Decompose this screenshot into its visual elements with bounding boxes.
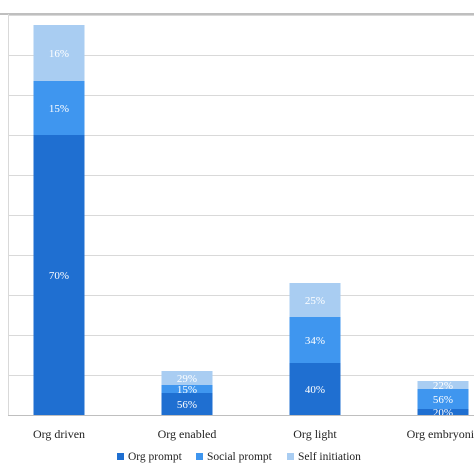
gridlines	[8, 15, 474, 376]
bar-stack: 56% 15%29%	[161, 371, 213, 415]
legend-swatch	[287, 453, 294, 460]
data-label: 40%	[305, 384, 325, 396]
legend-swatch	[117, 453, 124, 460]
category-tick-label: Org light	[293, 427, 337, 441]
bar-segment	[161, 393, 213, 415]
legend-label: Self initiation	[298, 451, 361, 463]
bar-segment	[161, 371, 213, 385]
bar-stack: 20%56%22%	[417, 380, 469, 419]
data-label: 22%	[433, 380, 453, 392]
category-tick-label: Org enabled	[158, 427, 217, 441]
legend-label: Org prompt	[128, 451, 183, 463]
bar-segment	[289, 363, 341, 415]
bar-segment	[161, 385, 213, 393]
data-label: 56%	[433, 394, 453, 406]
category-tick-label: Org driven	[33, 427, 85, 441]
bar-segment	[289, 317, 341, 363]
bar-segment	[417, 381, 469, 389]
data-label: 34%	[305, 335, 325, 347]
legend-swatch	[196, 453, 203, 460]
bar-segment	[417, 409, 469, 415]
data-label: 29%	[177, 373, 197, 385]
bar-stack: 70% 15% 16%	[33, 25, 85, 415]
bar-segment	[289, 283, 341, 317]
data-label: 15%	[177, 384, 197, 396]
data-label: 25%	[305, 295, 325, 307]
data-label: 16%	[49, 48, 69, 60]
bar-segment	[417, 389, 469, 409]
data-label: 70%	[49, 270, 69, 282]
bar-segment	[33, 135, 85, 415]
legend: Org prompt Social prompt Self initiation	[117, 451, 361, 463]
category-tick-label: Org embryonic	[407, 427, 474, 441]
bar-stack: 40% 34% 25%	[289, 283, 341, 415]
bar-segment	[33, 81, 85, 135]
data-label: 56%	[177, 399, 197, 411]
bar-segment	[33, 25, 85, 81]
bar-stacks: 70%15%16%56%15%29%40%34%25%20%56%22%	[33, 25, 469, 419]
data-label: 15%	[49, 103, 69, 115]
legend-label: Social prompt	[207, 451, 273, 463]
